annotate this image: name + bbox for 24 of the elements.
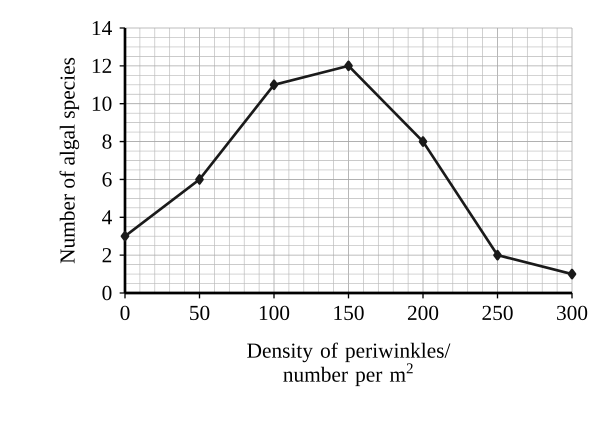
y-tick-label: 10 <box>92 96 112 111</box>
y-tick-label: 12 <box>92 58 112 73</box>
x-tick-label: 200 <box>408 306 438 320</box>
x-tick-label: 250 <box>482 306 513 320</box>
y-tick-label: 14 <box>92 20 112 36</box>
x-axis-title: Density of periwinkles/ number per m$^{2}$ <box>247 342 450 386</box>
x-tick-label: 50 <box>190 306 210 320</box>
y-tick-label: 4 <box>102 210 112 224</box>
point <box>493 250 502 260</box>
point <box>418 136 428 147</box>
point <box>270 79 278 90</box>
x-tick-label: 150 <box>334 306 364 320</box>
point <box>120 230 130 242</box>
y-tick-label: 2 <box>102 248 112 262</box>
point <box>195 174 204 185</box>
y-tick-label: 0 <box>102 286 112 300</box>
y-tick-label: 6 <box>102 172 112 187</box>
y-axis-title: Number of algal species <box>60 58 80 264</box>
x-tick-label: 100 <box>260 306 290 320</box>
y-tick-label: 8 <box>102 134 112 149</box>
point <box>568 268 576 280</box>
x-tick-label: 0 <box>120 306 130 320</box>
x-tick-label: 300 <box>557 306 588 320</box>
point <box>344 60 353 72</box>
